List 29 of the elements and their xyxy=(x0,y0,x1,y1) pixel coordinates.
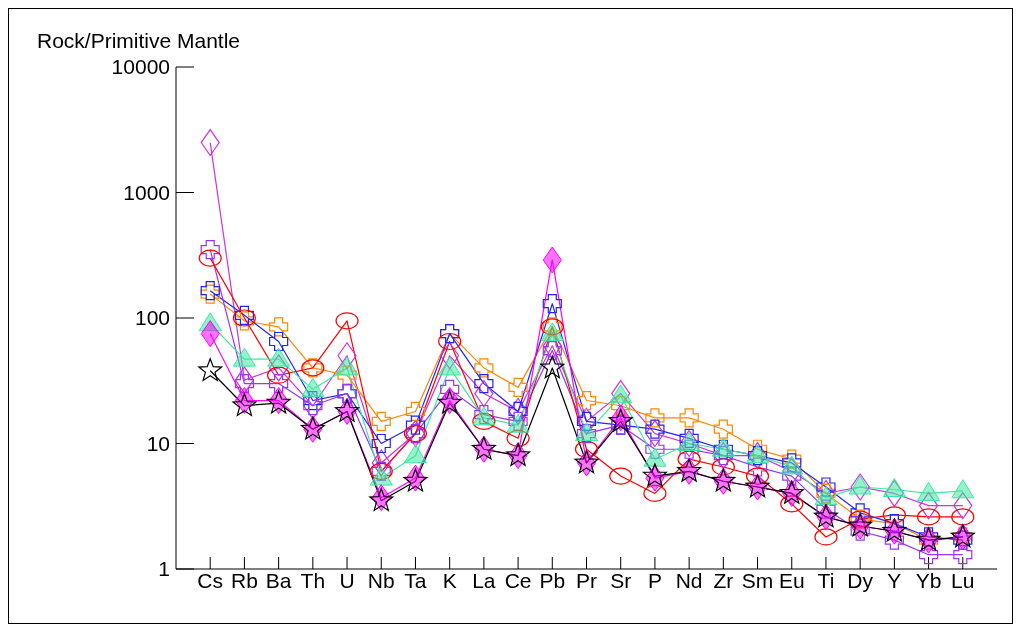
x-tick-label: Cs xyxy=(197,568,224,592)
x-tick-label: Sm xyxy=(741,568,774,592)
x-tick-label: Yb xyxy=(915,568,942,592)
x-tick-label: Lu xyxy=(951,568,975,592)
x-tick-label: Pb xyxy=(539,568,566,592)
x-tick-label: Nb xyxy=(367,568,395,592)
x-tick-label: Sr xyxy=(610,568,632,592)
y-tick-label: 10 xyxy=(146,431,170,455)
x-tick-label: Zr xyxy=(713,568,734,592)
x-tick-label: Ba xyxy=(265,568,292,592)
y-tick-label: 1 xyxy=(158,557,170,581)
x-tick-label: Dy xyxy=(847,568,874,592)
x-tick-label: Th xyxy=(300,568,326,592)
x-tick-label: U xyxy=(339,568,355,592)
x-tick-label: P xyxy=(647,568,662,592)
x-tick-label: Nd xyxy=(675,568,703,592)
x-tick-label: K xyxy=(442,568,457,592)
y-axis-title: Rock/Primitive Mantle xyxy=(37,29,241,53)
y-tick-label: 10000 xyxy=(111,55,170,79)
x-tick-label: Ta xyxy=(404,568,427,592)
x-tick-label: Y xyxy=(887,568,902,592)
x-tick-label: Ti xyxy=(817,568,835,592)
x-tick-label: La xyxy=(472,568,496,592)
x-tick-label: Pr xyxy=(576,568,598,592)
x-tick-label: Ce xyxy=(504,568,532,592)
y-tick-label: 100 xyxy=(134,306,170,330)
x-tick-label: Eu xyxy=(778,568,805,592)
x-tick-label: Rb xyxy=(230,568,258,592)
y-tick-label: 1000 xyxy=(123,180,170,204)
